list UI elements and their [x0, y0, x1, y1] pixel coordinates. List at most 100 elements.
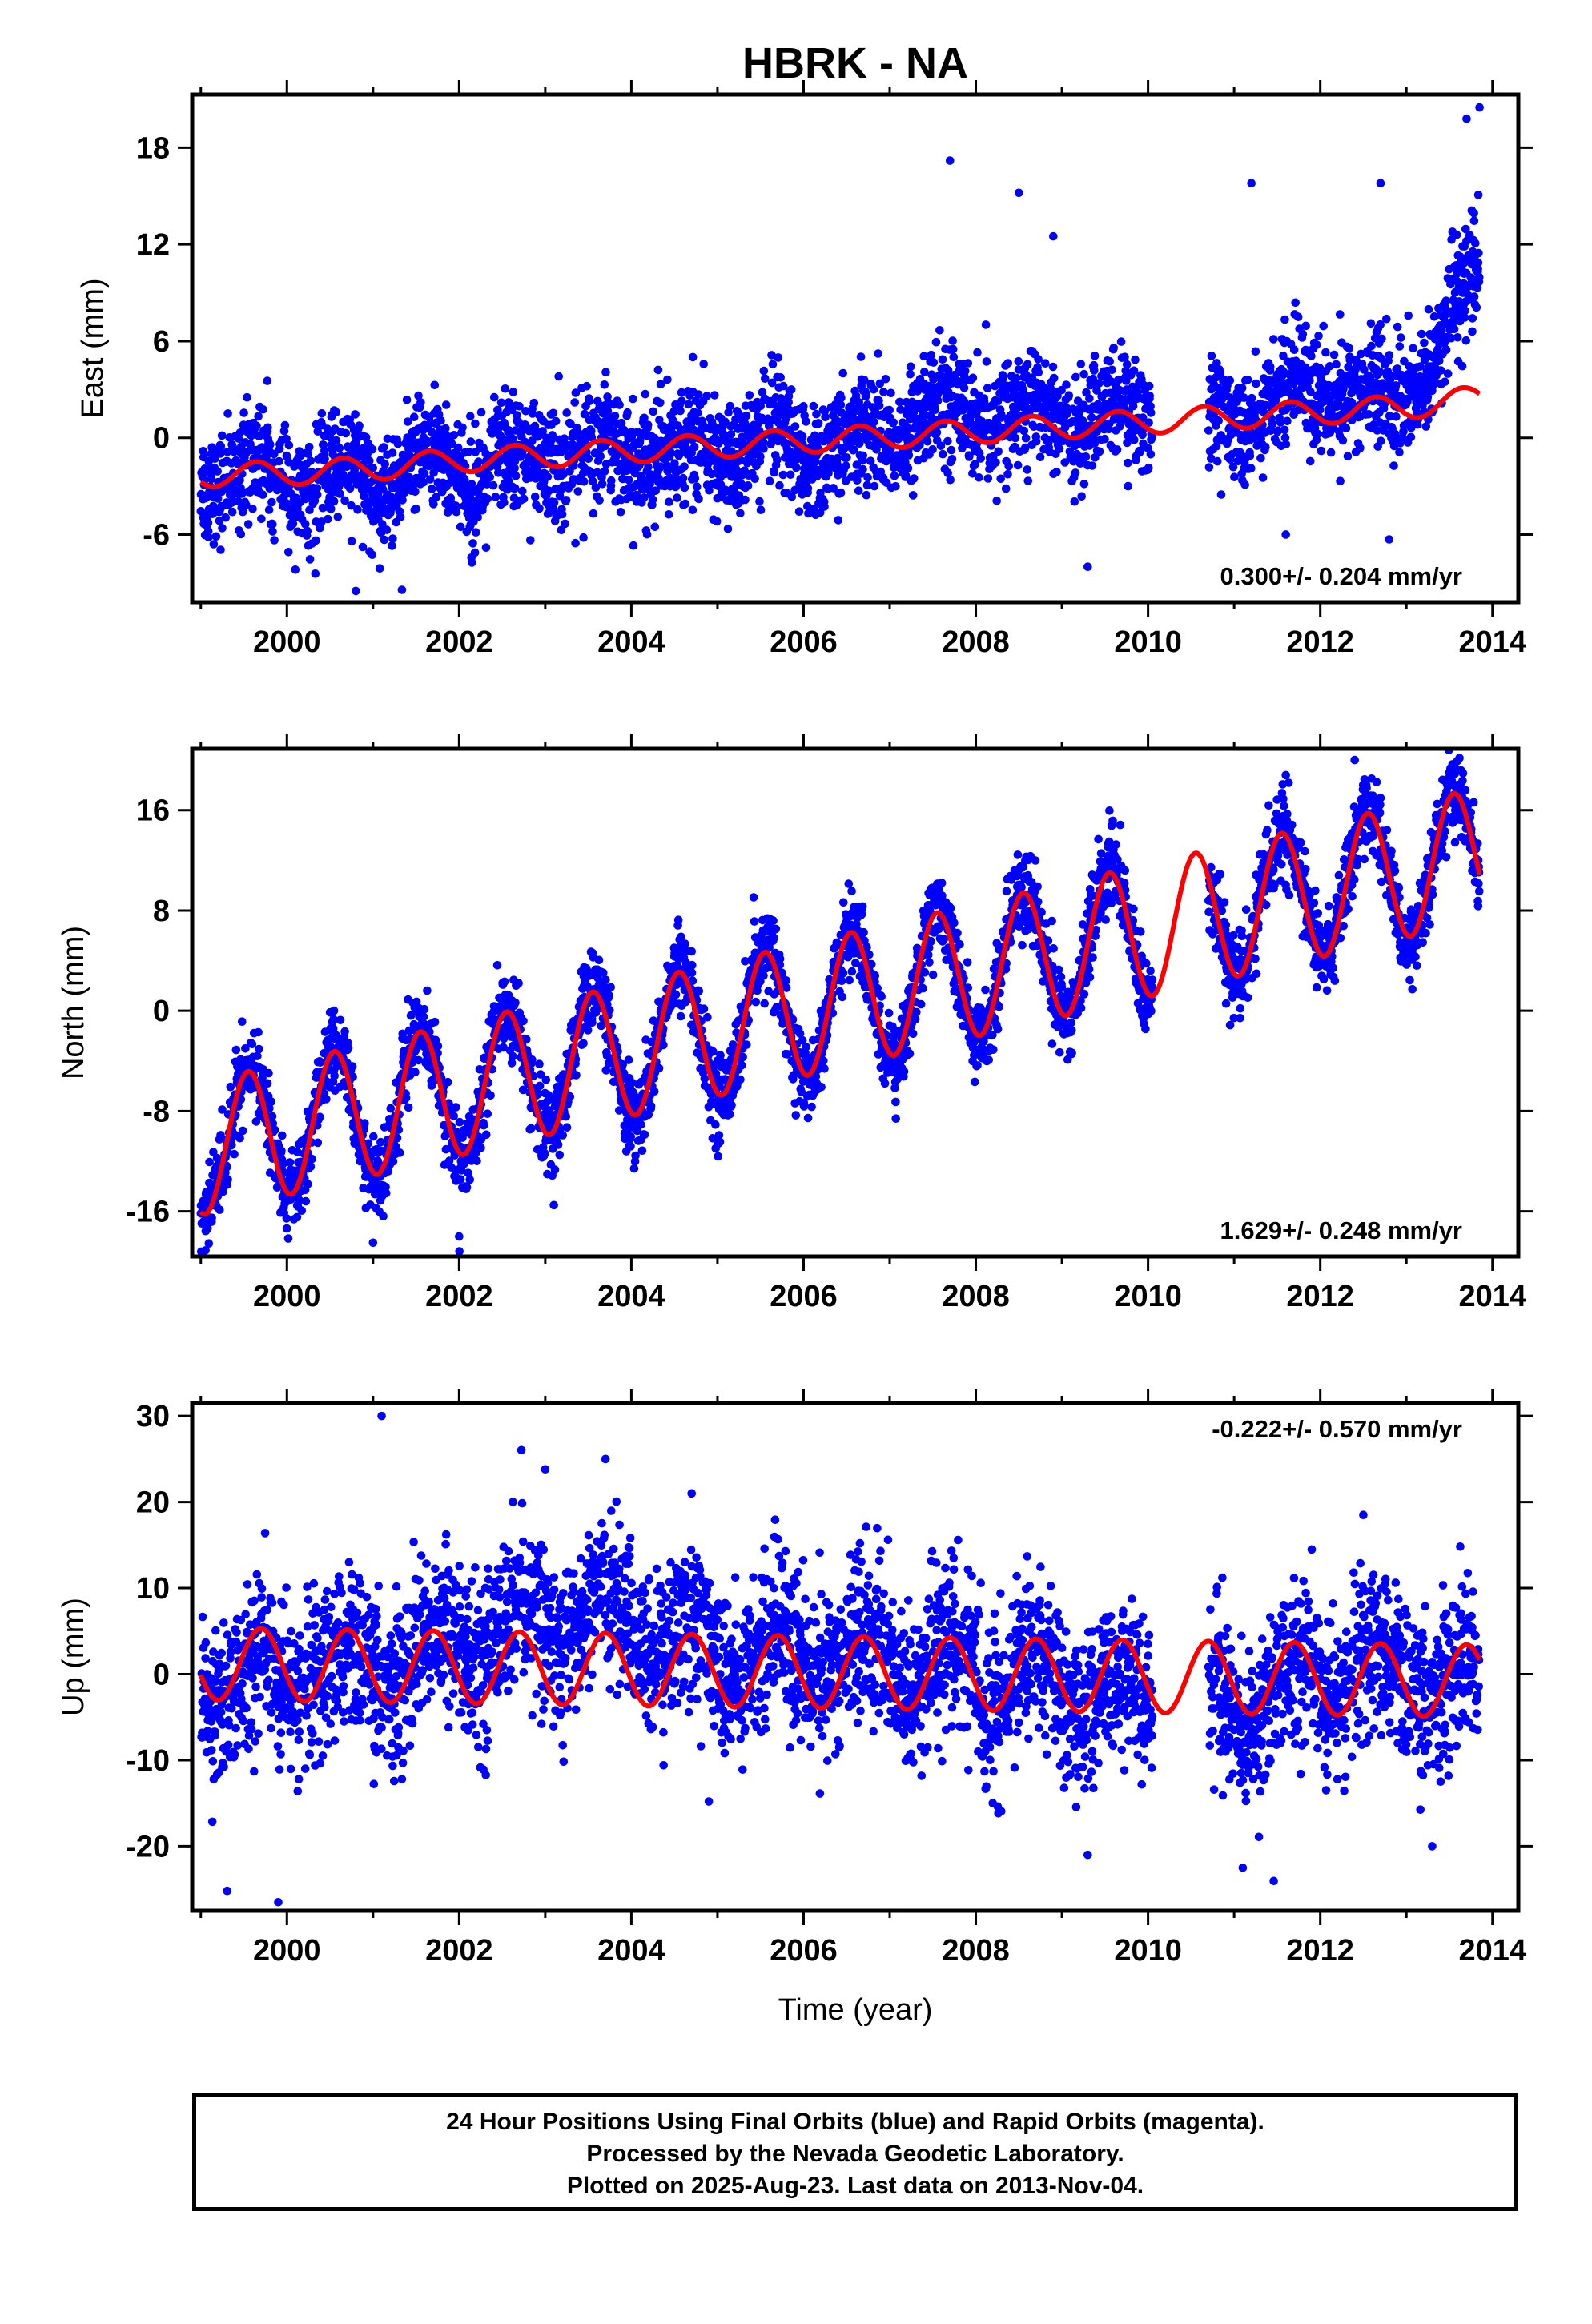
data-point: [879, 388, 888, 396]
data-point: [643, 420, 653, 429]
data-point: [213, 467, 223, 476]
data-point: [425, 475, 435, 484]
data-point: [336, 489, 344, 498]
data-point: [465, 1175, 474, 1184]
data-point: [456, 1175, 465, 1184]
data-point: [504, 476, 513, 485]
data-point: [515, 402, 524, 411]
data-point: [519, 494, 529, 504]
data-point: [743, 481, 753, 490]
data-point: [388, 448, 397, 457]
data-point: [423, 986, 432, 995]
data-point: [324, 514, 332, 524]
data-point: [285, 1158, 295, 1167]
data-point: [538, 427, 547, 436]
data-point: [1077, 492, 1086, 501]
data-point: [973, 348, 982, 357]
data-point: [1034, 368, 1043, 377]
data-point: [518, 486, 527, 496]
data-point: [482, 1130, 491, 1140]
data-point: [420, 1004, 429, 1014]
data-point: [280, 420, 290, 430]
data-point: [369, 1132, 378, 1141]
data-point: [773, 456, 782, 464]
data-point: [928, 445, 937, 454]
data-point: [1280, 425, 1289, 435]
data-point: [1356, 444, 1365, 452]
data-point: [579, 533, 588, 542]
data-point: [486, 1091, 495, 1100]
data-point: [874, 349, 882, 358]
data-point: [726, 430, 736, 439]
data-point: [616, 508, 625, 517]
data-point: [429, 500, 438, 509]
data-point: [1345, 344, 1354, 353]
data-point: [639, 493, 649, 502]
data-point: [676, 406, 685, 416]
data-point: [401, 1093, 411, 1102]
data-point: [656, 398, 665, 408]
data-point: [1049, 373, 1059, 383]
data-point: [430, 1017, 440, 1027]
data-point: [786, 470, 795, 480]
data-point: [264, 505, 274, 514]
data-point: [303, 526, 312, 536]
data-point: [381, 1188, 391, 1198]
data-point: [1076, 360, 1086, 368]
data-point: [723, 524, 733, 533]
data-point: [380, 460, 390, 468]
data-point: [231, 1045, 241, 1055]
data-point: [649, 407, 657, 416]
data-point: [476, 408, 486, 417]
data-point: [596, 452, 605, 461]
data-point: [573, 424, 581, 432]
data-point: [837, 393, 846, 403]
data-point: [1385, 535, 1394, 544]
data-point: [548, 431, 557, 440]
data-point: [322, 1095, 331, 1104]
data-point: [1364, 410, 1373, 419]
data-point: [1116, 337, 1126, 346]
data-point: [975, 473, 983, 482]
data-point: [874, 401, 884, 410]
data-point: [1112, 445, 1122, 454]
data-point: [488, 480, 498, 490]
data-point: [347, 537, 356, 546]
east-ylabel: East (mm): [76, 278, 110, 418]
data-point: [216, 442, 226, 451]
data-point: [680, 462, 689, 471]
data-point: [677, 388, 686, 397]
figure-title: HBRK - NA: [742, 39, 968, 87]
data-point: [266, 440, 275, 449]
data-point: [1321, 348, 1330, 357]
data-point: [862, 490, 871, 500]
data-point: [255, 1044, 263, 1054]
data-point: [1071, 468, 1080, 477]
data-point: [1473, 258, 1483, 267]
data-point: [885, 405, 894, 415]
data-point: [742, 411, 751, 420]
data-point: [511, 998, 520, 1007]
data-point: [462, 1183, 472, 1192]
data-point: [1083, 562, 1092, 572]
data-point: [1341, 424, 1351, 432]
data-point: [694, 494, 703, 504]
data-point: [235, 1133, 244, 1143]
data-point: [994, 447, 1003, 456]
data-point: [541, 1149, 549, 1158]
data-point: [1317, 446, 1326, 456]
data-point: [1280, 315, 1289, 324]
data-point: [1329, 350, 1339, 360]
data-point: [1128, 401, 1138, 411]
data-point: [358, 542, 368, 552]
data-point: [496, 398, 506, 408]
data-point: [559, 470, 568, 479]
data-point: [432, 493, 440, 502]
data-point: [449, 1112, 458, 1120]
data-point: [441, 400, 451, 409]
data-point: [529, 398, 539, 408]
data-point: [1004, 461, 1013, 471]
data-point: [402, 395, 412, 404]
data-point: [927, 350, 936, 360]
data-point: [774, 353, 783, 362]
